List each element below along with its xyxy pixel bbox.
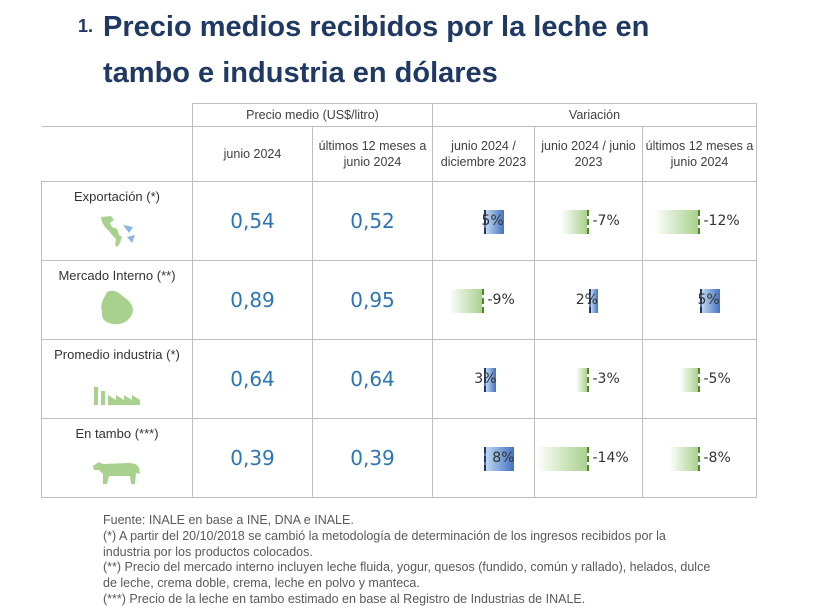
price-table: Precio medio (US$/litro) Variación junio…: [41, 103, 757, 498]
variation-bar: [483, 447, 515, 471]
variation-label: -14%: [592, 450, 629, 466]
var-cell: -12%: [642, 181, 757, 261]
variation-label: 2%: [575, 292, 598, 308]
var-cell: -3%: [534, 339, 643, 419]
row-label-cell: Mercado Interno (**): [41, 260, 193, 340]
variation-bar: [668, 447, 700, 471]
footnote-1: (*) A partir del 20/10/2018 se cambió la…: [103, 528, 666, 559]
header-var-12m: últimos 12 meses a junio 2024: [642, 126, 757, 182]
price-current: 0,64: [192, 339, 313, 419]
variation-label: -9%: [487, 292, 515, 308]
price-group-header: Precio medio (US$/litro): [192, 103, 433, 127]
price-current: 0,89: [192, 260, 313, 340]
var-cell: -9%: [432, 260, 535, 340]
var-cell: 2%: [534, 260, 643, 340]
price-12m: 0,95: [312, 260, 433, 340]
row-label: En tambo (***): [75, 426, 159, 441]
section-number: 1.: [78, 16, 94, 36]
variation-group-header: Variación: [432, 103, 757, 127]
var-cell: -7%: [534, 181, 643, 261]
variation-label: 5%: [481, 213, 504, 229]
corner-cell: [41, 103, 193, 127]
variation-label: 8%: [492, 450, 515, 466]
variation-label: -3%: [592, 371, 620, 387]
var-cell: -14%: [534, 418, 643, 498]
americas-map-icon: [97, 215, 137, 252]
table-row: En tambo (***) 0,39 0,39 8% -14% -8%: [41, 418, 757, 498]
var-cell: 5%: [432, 181, 535, 261]
price-12m: 0,64: [312, 339, 433, 419]
var-cell: 5%: [642, 260, 757, 340]
factory-icon: [92, 385, 142, 410]
row-label-cell: En tambo (***): [41, 418, 193, 498]
variation-bar: [575, 368, 589, 392]
variation-label: -8%: [703, 450, 731, 466]
variation-bar: [588, 289, 598, 313]
price-current: 0,54: [192, 181, 313, 261]
variation-label: -12%: [703, 213, 740, 229]
header-var-dec: junio 2024 / diciembre 2023: [432, 126, 535, 182]
row-label-cell: Exportación (*): [41, 181, 193, 261]
variation-bar: [679, 368, 700, 392]
variation-bar: [483, 210, 504, 234]
row-label: Promedio industria (*): [54, 347, 180, 362]
corner-cell: [41, 126, 193, 182]
var-cell: 8%: [432, 418, 535, 498]
cow-icon: [91, 456, 143, 489]
variation-label: -5%: [703, 371, 731, 387]
uruguay-map-icon: [97, 288, 137, 331]
variation-label: 5%: [697, 292, 720, 308]
variation-bar: [654, 210, 700, 234]
page-title: Precio medios recibidos por la leche en …: [103, 11, 650, 89]
var-cell: 3%: [432, 339, 535, 419]
row-label: Mercado Interno (**): [58, 268, 176, 283]
table-row: Exportación (*) 0,54 0,52 5% -7% -12%: [41, 181, 757, 261]
variation-bar: [536, 447, 589, 471]
footnote-source: Fuente: INALE en base a INE, DNA e INALE…: [103, 513, 354, 527]
variation-bar: [449, 289, 484, 313]
table-row: Mercado Interno (**) 0,89 0,95 -9% 2% 5%: [41, 260, 757, 340]
variation-bar: [561, 210, 589, 234]
variation-bar: [699, 289, 720, 313]
variation-label: -7%: [592, 213, 620, 229]
header-price-current: junio 2024: [192, 126, 313, 182]
price-12m: 0,39: [312, 418, 433, 498]
header-var-yoy: junio 2024 / junio 2023: [534, 126, 643, 182]
footnotes: Fuente: INALE en base a INE, DNA e INALE…: [103, 513, 713, 608]
table-row: Promedio industria (*) 0,64 0,64 3% -3% …: [41, 339, 757, 419]
row-label: Exportación (*): [74, 189, 160, 204]
var-cell: -8%: [642, 418, 757, 498]
footnote-3: (***) Precio de la leche en tambo estima…: [103, 591, 586, 606]
variation-label: 3%: [474, 371, 497, 387]
price-current: 0,39: [192, 418, 313, 498]
variation-bar: [483, 368, 497, 392]
var-cell: -5%: [642, 339, 757, 419]
footnote-2: (**) Precio del mercado interno incluyen…: [103, 560, 711, 591]
header-price-12m: últimos 12 meses a junio 2024: [312, 126, 433, 182]
row-label-cell: Promedio industria (*): [41, 339, 193, 419]
price-12m: 0,52: [312, 181, 433, 261]
